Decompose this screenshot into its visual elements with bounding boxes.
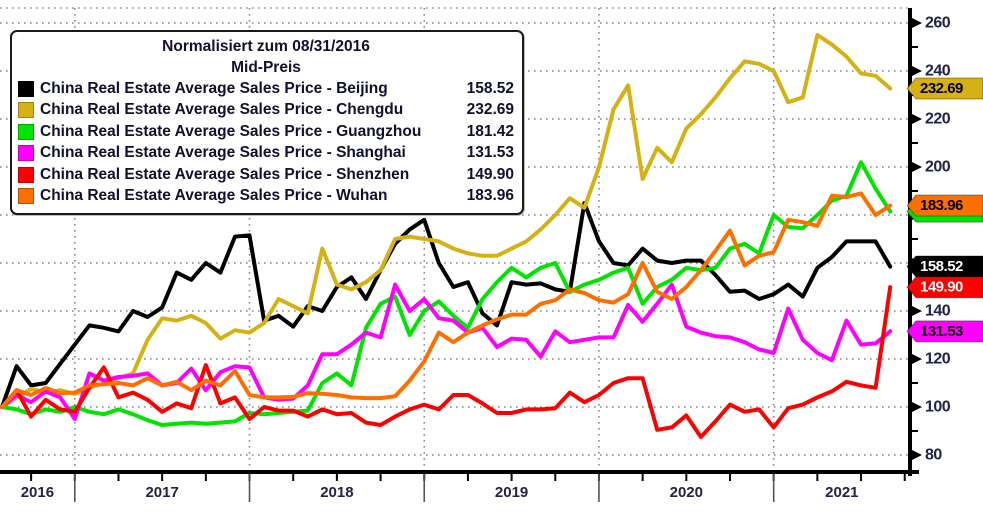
x-axis-year-label-2017: 2017	[145, 484, 178, 501]
value-badge-text: 131.53	[920, 323, 963, 340]
legend-value: 232.69	[466, 101, 514, 119]
y-axis-label-240: 240	[925, 63, 951, 80]
legend-swatch-icon	[18, 123, 34, 140]
y-axis-label-140: 140	[925, 303, 951, 320]
legend-item-beijing: China Real Estate Average Sales Price - …	[18, 78, 514, 100]
y-tick-arrow-icon	[912, 354, 922, 364]
y-axis-label-260: 260	[925, 15, 951, 32]
legend-label: China Real Estate Average Sales Price - …	[40, 122, 422, 140]
legend-item-shenzhen: China Real Estate Average Sales Price - …	[18, 164, 514, 186]
value-badge-wuhan: 183.96	[906, 194, 983, 217]
y-tick-arrow-icon	[912, 306, 922, 316]
legend-label: China Real Estate Average Sales Price - …	[40, 144, 406, 162]
series-line-shenzhen	[0, 285, 893, 439]
value-badge-text: 232.69	[920, 80, 963, 97]
y-tick-arrow-icon	[912, 114, 922, 124]
legend-label: China Real Estate Average Sales Price - …	[40, 165, 410, 183]
y-tick-arrow-icon	[912, 66, 922, 76]
legend-swatch-icon	[18, 145, 34, 162]
value-badge-beijing: 158.52	[906, 255, 983, 278]
y-tick-arrow-icon	[912, 402, 922, 412]
legend-swatch-icon	[18, 102, 34, 119]
legend-item-guangzhou: China Real Estate Average Sales Price - …	[18, 121, 514, 143]
value-badge-text: 158.52	[920, 258, 963, 275]
legend-label: China Real Estate Average Sales Price - …	[40, 101, 404, 119]
legend-value: 181.42	[466, 122, 514, 140]
legend-swatch-icon	[18, 80, 34, 97]
y-axis-label-120: 120	[925, 351, 951, 368]
legend-label: China Real Estate Average Sales Price - …	[40, 79, 388, 97]
y-axis-label-80: 80	[925, 447, 942, 464]
legend-swatch-icon	[18, 188, 34, 205]
x-axis-year-label-2018: 2018	[320, 484, 353, 501]
value-badge-shenzhen: 149.90	[906, 276, 983, 299]
series-line-chengdu	[0, 33, 893, 409]
legend-value: 158.52	[466, 79, 514, 97]
legend-subtitle: Mid-Preis	[231, 59, 301, 76]
y-tick-arrow-icon	[912, 18, 922, 28]
legend-value: 131.53	[466, 144, 514, 162]
legend-value: 149.90	[466, 165, 514, 183]
y-axis-label-220: 220	[925, 111, 951, 128]
y-tick-arrow-icon	[912, 162, 922, 172]
legend-label: China Real Estate Average Sales Price - …	[40, 187, 388, 205]
legend-item-chengdu: China Real Estate Average Sales Price - …	[18, 100, 514, 122]
value-badge-shanghai: 131.53	[906, 320, 983, 343]
y-axis-label-100: 100	[925, 399, 951, 416]
y-tick-arrow-icon	[912, 450, 922, 460]
series-line-beijing	[0, 201, 893, 409]
x-axis-year-label-2019: 2019	[495, 484, 528, 501]
chart-legend: Normalisiert zum 08/31/2016 Mid-Preis Ch…	[10, 30, 524, 215]
y-axis-label-200: 200	[925, 159, 951, 176]
x-axis-year-label-2016: 2016	[21, 484, 54, 501]
value-badge-chengdu: 232.69	[906, 77, 983, 100]
legend-item-shanghai: China Real Estate Average Sales Price - …	[18, 143, 514, 165]
legend-swatch-icon	[18, 166, 34, 183]
series-line-wuhan	[0, 191, 893, 409]
x-axis-year-label-2020: 2020	[670, 484, 703, 501]
legend-item-wuhan: China Real Estate Average Sales Price - …	[18, 186, 514, 208]
series-line-shanghai	[0, 282, 893, 421]
x-axis-year-label-2021: 2021	[825, 484, 858, 501]
series-line-guangzhou	[0, 160, 893, 427]
value-badge-text: 149.90	[920, 279, 963, 296]
legend-title: Normalisiert zum 08/31/2016	[162, 38, 370, 55]
value-badge-text: 183.96	[920, 197, 963, 214]
legend-value: 183.96	[466, 187, 514, 205]
